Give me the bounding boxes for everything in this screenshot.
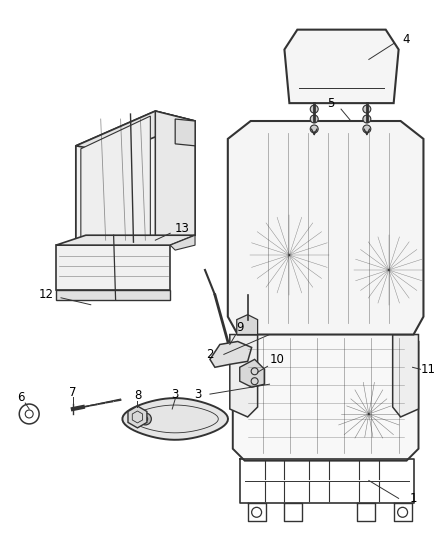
Polygon shape	[210, 342, 252, 367]
Text: 8: 8	[134, 389, 141, 401]
Polygon shape	[128, 406, 147, 428]
Text: 5: 5	[328, 96, 335, 110]
Circle shape	[139, 413, 152, 425]
Polygon shape	[76, 111, 195, 245]
Text: 3: 3	[194, 387, 202, 401]
Text: 10: 10	[270, 353, 285, 366]
Polygon shape	[76, 111, 195, 153]
Polygon shape	[240, 359, 265, 387]
Text: 9: 9	[236, 321, 244, 334]
Polygon shape	[228, 121, 424, 335]
Polygon shape	[284, 30, 399, 103]
Polygon shape	[155, 111, 195, 245]
Circle shape	[363, 125, 371, 133]
Polygon shape	[56, 235, 195, 245]
Circle shape	[310, 105, 318, 113]
Polygon shape	[175, 119, 195, 146]
Circle shape	[363, 105, 371, 113]
Text: 11: 11	[421, 363, 436, 376]
Circle shape	[143, 416, 148, 422]
Polygon shape	[170, 235, 195, 250]
Polygon shape	[56, 290, 170, 300]
Text: 3: 3	[172, 387, 179, 401]
Polygon shape	[233, 329, 418, 461]
Text: 1: 1	[410, 492, 417, 505]
Polygon shape	[230, 335, 258, 417]
Polygon shape	[123, 398, 228, 440]
Text: 12: 12	[39, 288, 53, 301]
Circle shape	[310, 125, 318, 133]
Polygon shape	[81, 116, 150, 242]
Polygon shape	[393, 335, 418, 417]
Circle shape	[363, 115, 371, 123]
Polygon shape	[56, 245, 170, 290]
Text: 4: 4	[403, 33, 410, 46]
Text: 6: 6	[18, 391, 25, 403]
Text: 13: 13	[175, 222, 190, 235]
Text: 7: 7	[69, 386, 77, 399]
Text: 2: 2	[206, 348, 214, 361]
Polygon shape	[237, 314, 258, 335]
Circle shape	[310, 115, 318, 123]
